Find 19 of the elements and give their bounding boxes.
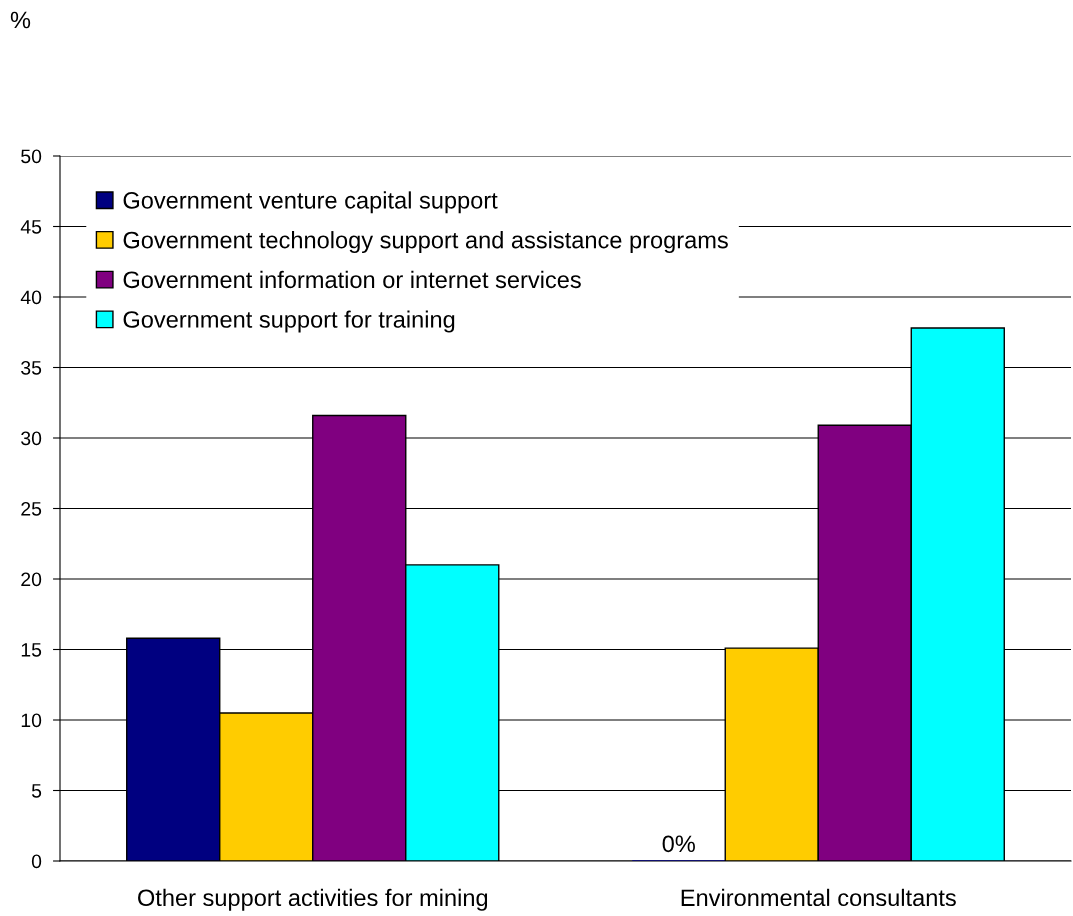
- y-tick-label: 35: [21, 360, 42, 375]
- legend-label: Government technology support and assistance programs: [123, 231, 728, 254]
- legend-label: Government information or internet services: [123, 270, 581, 289]
- y-tick-label: 50: [21, 149, 42, 164]
- y-tick-label: 5: [31, 784, 42, 798]
- y-tick-label: 45: [20, 220, 42, 234]
- text: %: [10, 11, 31, 29]
- y-tick-label: 0: [31, 854, 42, 869]
- y-tick-label: 10: [21, 713, 42, 728]
- y-tick-label: 15: [21, 643, 42, 657]
- y-tick-label: 40: [20, 290, 42, 305]
- y-tick-label: 20: [21, 572, 42, 587]
- data-label: 0%: [662, 835, 695, 853]
- y-tick-label: 30: [21, 431, 42, 446]
- y-tick-label: 25: [21, 501, 42, 516]
- legend-label: Government venture capital support: [123, 191, 498, 214]
- x-tick-label: Environmental consultants: [681, 888, 956, 907]
- x-tick-label: Other support activities for mining: [138, 888, 488, 911]
- legend-label: Government support for training: [123, 310, 455, 333]
